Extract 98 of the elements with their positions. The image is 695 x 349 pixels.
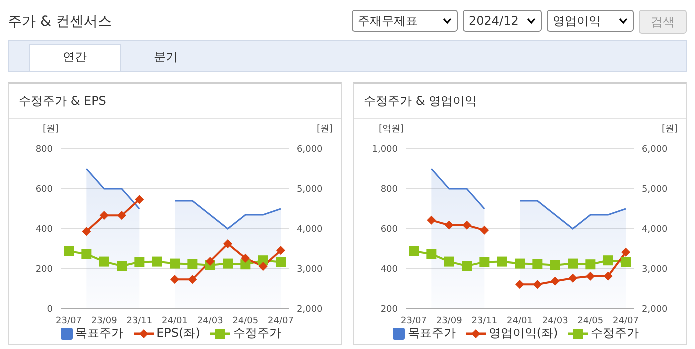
y2-axis-title: [원] (662, 124, 678, 134)
y2-axis-title: [원] (316, 124, 333, 134)
y-tick-label: 400 (36, 225, 54, 236)
x-tick-label: 23/07 (56, 316, 82, 326)
legend-label: 수정주가 (590, 325, 640, 342)
x-tick-label: 24/03 (197, 316, 224, 326)
point (532, 259, 543, 270)
legend-label: 수정주가 (232, 325, 282, 342)
point (622, 248, 630, 257)
y-tick-label: 400 (380, 265, 398, 276)
point (586, 272, 596, 281)
point (480, 226, 490, 235)
point (276, 257, 286, 268)
point (568, 258, 578, 269)
point (170, 275, 180, 284)
y2-tick-label: 5,000 (297, 185, 324, 196)
point (82, 227, 92, 236)
y-tick-label: 600 (380, 225, 398, 236)
y2-tick-label: 6,000 (642, 145, 668, 156)
y-axis-title: [원] (42, 124, 59, 134)
point (64, 246, 74, 256)
point (515, 258, 525, 269)
y-tick-label: 200 (380, 305, 398, 316)
text: 주가 & 컨센서스 (8, 13, 112, 31)
y-tick-label: 1,000 (372, 145, 398, 156)
legend-label: EPS(좌) (156, 325, 200, 342)
point (586, 260, 596, 270)
legend-label: 목표주가 (74, 325, 124, 342)
x-tick-label: 23/11 (126, 316, 153, 326)
point (188, 259, 198, 270)
point (603, 256, 614, 266)
y-tick-label: 800 (36, 145, 54, 156)
point (117, 261, 127, 272)
y2-tick-label: 3,000 (642, 265, 668, 276)
point (135, 195, 144, 204)
point (170, 258, 180, 269)
x-tick-label: 24/07 (613, 316, 639, 326)
point (100, 211, 109, 220)
point (426, 249, 437, 260)
y-axis-title: [억원] (378, 124, 404, 134)
text: 연간 (29, 44, 121, 71)
point (444, 220, 454, 230)
legend-label: 목표주가 (406, 325, 456, 342)
x-tick-label: 24/07 (268, 316, 294, 326)
x-tick-label: 24/01 (507, 316, 533, 326)
y-tick-label: 200 (36, 265, 54, 276)
point (223, 258, 233, 269)
point (480, 257, 490, 268)
point (241, 254, 250, 263)
text: 주재무제표 (358, 12, 418, 30)
x-tick-label: 23/09 (91, 316, 118, 326)
y-tick-label: 0 (47, 305, 54, 316)
text: 2024/12 (469, 14, 519, 28)
x-tick-label: 24/03 (542, 316, 568, 326)
point (444, 256, 454, 267)
x-tick-label: 24/05 (232, 316, 259, 326)
point (99, 256, 110, 267)
y2-tick-label: 4,000 (297, 225, 324, 236)
text: 검색 (639, 10, 687, 34)
y2-tick-label: 2,000 (297, 305, 324, 316)
point (516, 280, 524, 290)
x-tick-label: 24/05 (578, 316, 604, 326)
point (82, 249, 92, 260)
point (550, 260, 560, 270)
point (118, 211, 126, 220)
point (462, 220, 472, 230)
x-tick-label: 23/09 (436, 316, 463, 326)
text: 분기 (153, 49, 179, 66)
y2-tick-label: 3,000 (297, 265, 324, 276)
point (533, 280, 542, 290)
point (462, 261, 472, 272)
point (134, 257, 145, 268)
point (621, 257, 631, 268)
y-tick-label: 800 (380, 185, 398, 196)
point (604, 272, 613, 281)
chart-title: 수정주가 & EPS (9, 84, 341, 119)
point (550, 276, 560, 286)
y2-tick-label: 6,000 (297, 145, 324, 156)
chart-title: 수정주가 & 영업이익 (354, 84, 686, 119)
point (152, 256, 162, 267)
point (258, 262, 268, 272)
point (276, 246, 286, 256)
legend-label: 영업이익(좌) (488, 325, 558, 342)
text: 영업이익 (553, 12, 601, 30)
point (206, 257, 215, 266)
y2-tick-label: 5,000 (642, 185, 668, 196)
x-tick-label: 23/11 (472, 316, 498, 326)
point (497, 256, 508, 267)
x-tick-label: 24/01 (162, 316, 188, 326)
x-tick-label: 23/07 (401, 316, 427, 326)
point (427, 216, 436, 225)
point (409, 246, 419, 256)
y-tick-label: 600 (36, 185, 54, 196)
y2-tick-label: 2,000 (642, 305, 668, 316)
point (568, 274, 578, 283)
point (224, 240, 232, 248)
y2-tick-label: 4,000 (642, 225, 668, 236)
point (188, 275, 198, 284)
